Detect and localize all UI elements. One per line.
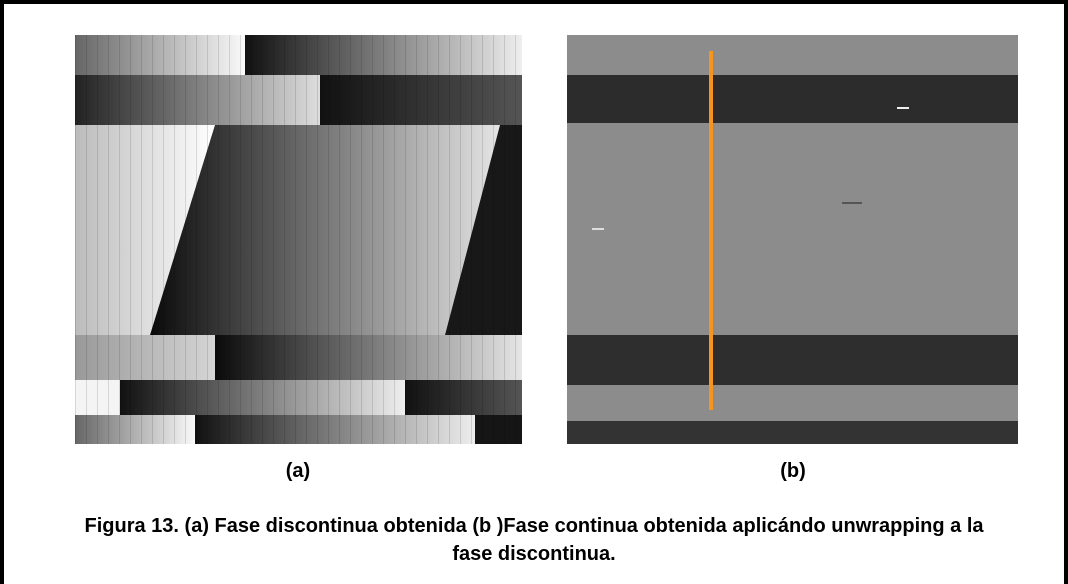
figure-caption: Figura 13. (a) Fase discontinua obtenida… [84, 515, 984, 565]
panel-label: (b) [780, 460, 806, 482]
unwrapped-phase-image [567, 35, 1018, 444]
wrapped-phase-image [75, 35, 522, 444]
panel-label: (a) [285, 460, 311, 482]
